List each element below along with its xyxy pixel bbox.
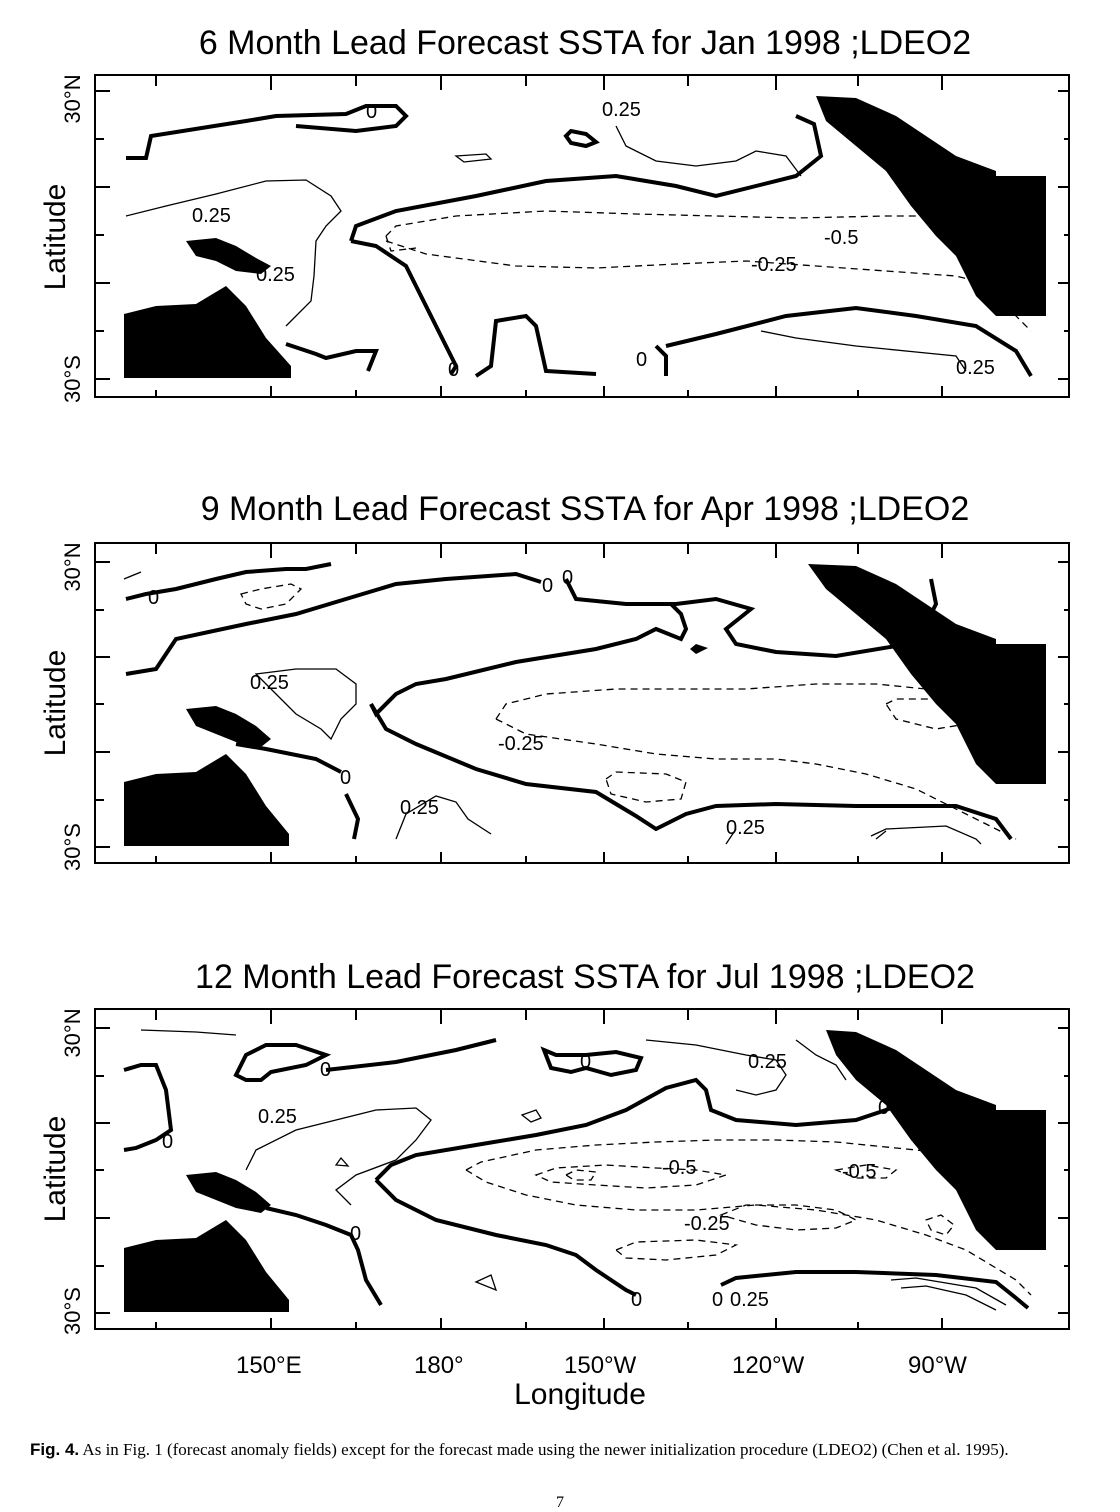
panel-1-map: 0 0.25 0.25 0.25 -0.5 -0.25 0 0 0.25 bbox=[94, 74, 1070, 398]
panel-2-zero-contours bbox=[125, 562, 1013, 841]
figure-label: Fig. 4. bbox=[30, 1440, 80, 1459]
panel-2-contour-label: -0.25 bbox=[498, 733, 544, 755]
panel-3-contour-label: 0 bbox=[712, 1289, 723, 1311]
panel-2-contour-label: 0 bbox=[562, 567, 573, 589]
panel-3-contour-label: 0 bbox=[320, 1059, 331, 1081]
panel-2-land bbox=[124, 564, 1046, 846]
panel-2-lat-top: 30°N bbox=[60, 542, 85, 592]
panel-1-contour-label: 0.25 bbox=[256, 264, 295, 286]
panel-3-contour-label: -0.5 bbox=[842, 1161, 876, 1183]
panel-2-pos-contours bbox=[123, 571, 982, 845]
panel-3-lat-top: 30°N bbox=[60, 1008, 85, 1058]
lon-tick-150w: 150°W bbox=[564, 1352, 637, 1379]
panel-3-contour-label: -0.25 bbox=[684, 1213, 730, 1235]
panel-3-title: 12 Month Lead Forecast SSTA for Jul 1998… bbox=[195, 958, 975, 996]
panel-1-zero-contours bbox=[126, 104, 1033, 378]
panel-2-contour-label: 0.25 bbox=[726, 817, 765, 839]
panel-3-contour-label: 0 bbox=[350, 1223, 361, 1245]
x-axis-label: Longitude bbox=[514, 1378, 646, 1411]
panel-2-lat-bottom: 30°S bbox=[60, 823, 85, 871]
panel-1-contour-label: -0.25 bbox=[751, 254, 797, 276]
panel-1-title: 6 Month Lead Forecast SSTA for Jan 1998 … bbox=[198, 24, 972, 62]
panel-1-ylabel: Latitude bbox=[39, 183, 72, 291]
panel-2-contour-label: 0 bbox=[148, 587, 159, 609]
panel-3-neg-contours bbox=[465, 1139, 1032, 1296]
panel-3-ylabel: Latitude bbox=[39, 1115, 72, 1223]
caption-text: As in Fig. 1 (forecast anomaly fields) e… bbox=[79, 1440, 1009, 1459]
panel-1-contour-label: 0 bbox=[636, 349, 647, 371]
panel-3-land bbox=[124, 1030, 1046, 1312]
lon-tick-150e: 150°E bbox=[236, 1352, 302, 1379]
panel-3-contour-label: 0 bbox=[878, 1097, 889, 1119]
panel-2-contour-label: 0 bbox=[340, 767, 351, 789]
panel-1-pos-contours bbox=[125, 125, 967, 372]
lon-tick-90w: 90°W bbox=[908, 1352, 967, 1379]
panel-2-title: 9 Month Lead Forecast SSTA for Apr 1998 … bbox=[200, 490, 970, 528]
panel-2-neg-contours bbox=[240, 583, 1017, 840]
panel-2-contour-label: 0.25 bbox=[250, 672, 289, 694]
panel-3-contour-label: 0.25 bbox=[258, 1106, 297, 1128]
panel-1-neg-contours bbox=[385, 210, 1032, 332]
panel-2-map: 0 0 0 0.25 -0.25 0 0.25 0.25 bbox=[94, 542, 1070, 864]
page-number: 7 bbox=[556, 1494, 564, 1511]
panel-3-contour-label: 0.25 bbox=[730, 1289, 769, 1311]
panel-3-zero-contours bbox=[123, 1038, 1030, 1310]
panel-3-contour-label: 0 bbox=[631, 1289, 642, 1311]
panel-1-contour-label: 0 bbox=[448, 359, 459, 381]
panel-1-contour-label: 0 bbox=[366, 101, 377, 123]
panel-3-pos-contours bbox=[140, 1029, 1007, 1311]
panel-3-contour-label: -0.5 bbox=[662, 1157, 696, 1179]
panel-1-contour-label: 0.25 bbox=[602, 99, 641, 121]
panel-1-lat-top: 30°N bbox=[60, 74, 85, 124]
panel-2-contour-label: 0 bbox=[542, 575, 553, 597]
panel-3-contour-label: 0 bbox=[162, 1131, 173, 1153]
panel-1-contour-label: 0.25 bbox=[192, 205, 231, 227]
panel-3-contour-label: 0.25 bbox=[748, 1051, 787, 1073]
lon-tick-180: 180° bbox=[414, 1352, 464, 1379]
panel-3-contour-label: 0 bbox=[580, 1051, 591, 1073]
panel-3-lat-bottom: 30°S bbox=[60, 1287, 85, 1335]
panel-3-map: 0 0 0.25 0.25 0 -0.5 -0.5 -0.25 0 0 0 0.… bbox=[94, 1008, 1070, 1330]
panel-1-land bbox=[124, 96, 1046, 378]
panel-1-lat-bottom: 30°S bbox=[60, 355, 85, 403]
panel-2-contour-label: 0.25 bbox=[400, 797, 439, 819]
panel-1-contour-label: 0.25 bbox=[956, 357, 995, 379]
panel-1-contour-label: -0.5 bbox=[824, 227, 858, 249]
lon-tick-120w: 120°W bbox=[732, 1352, 805, 1379]
panel-2-ylabel: Latitude bbox=[39, 649, 72, 757]
figure-caption: Fig. 4. As in Fig. 1 (forecast anomaly f… bbox=[30, 1438, 1090, 1461]
